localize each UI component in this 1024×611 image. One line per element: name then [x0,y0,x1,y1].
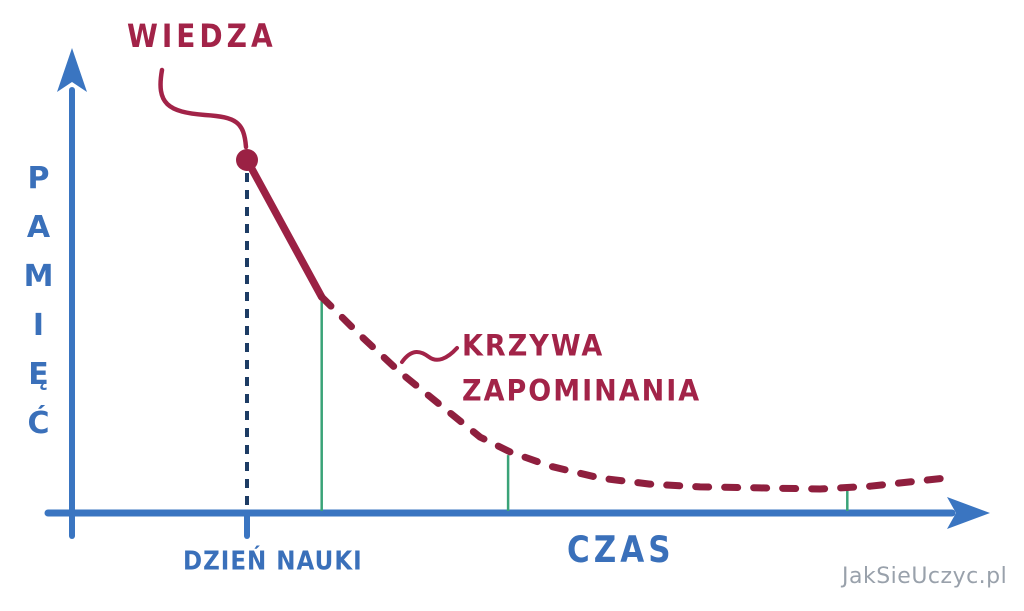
x-axis-label: CZAS [567,529,675,572]
wiedza-connector-curve [158,67,249,150]
forgetting-curve-label: KRZYWA ZAPOMINANIA [462,324,701,414]
forgetting-curve-label-line1: KRZYWA [462,329,605,363]
forgetting-curve-dashed-segment [318,293,949,493]
krzywa-squiggle-pointer [400,346,459,364]
knowledge-label: WIEDZA [127,17,277,55]
y-axis-arrow-icon [57,48,87,92]
watermark-text: JakSieUczyc.pl [842,564,1008,589]
y-axis-label: PAMIĘĆ [21,161,56,455]
knowledge-point-dot [236,149,258,171]
forgetting-curve-solid-segment [243,156,326,301]
x-axis-arrow-icon [947,497,990,529]
study-day-label: DZIEŃ NAUKI [183,547,363,577]
review-marker-lines [320,297,849,511]
forgetting-curve-label-line2: ZAPOMINANIA [462,374,702,409]
